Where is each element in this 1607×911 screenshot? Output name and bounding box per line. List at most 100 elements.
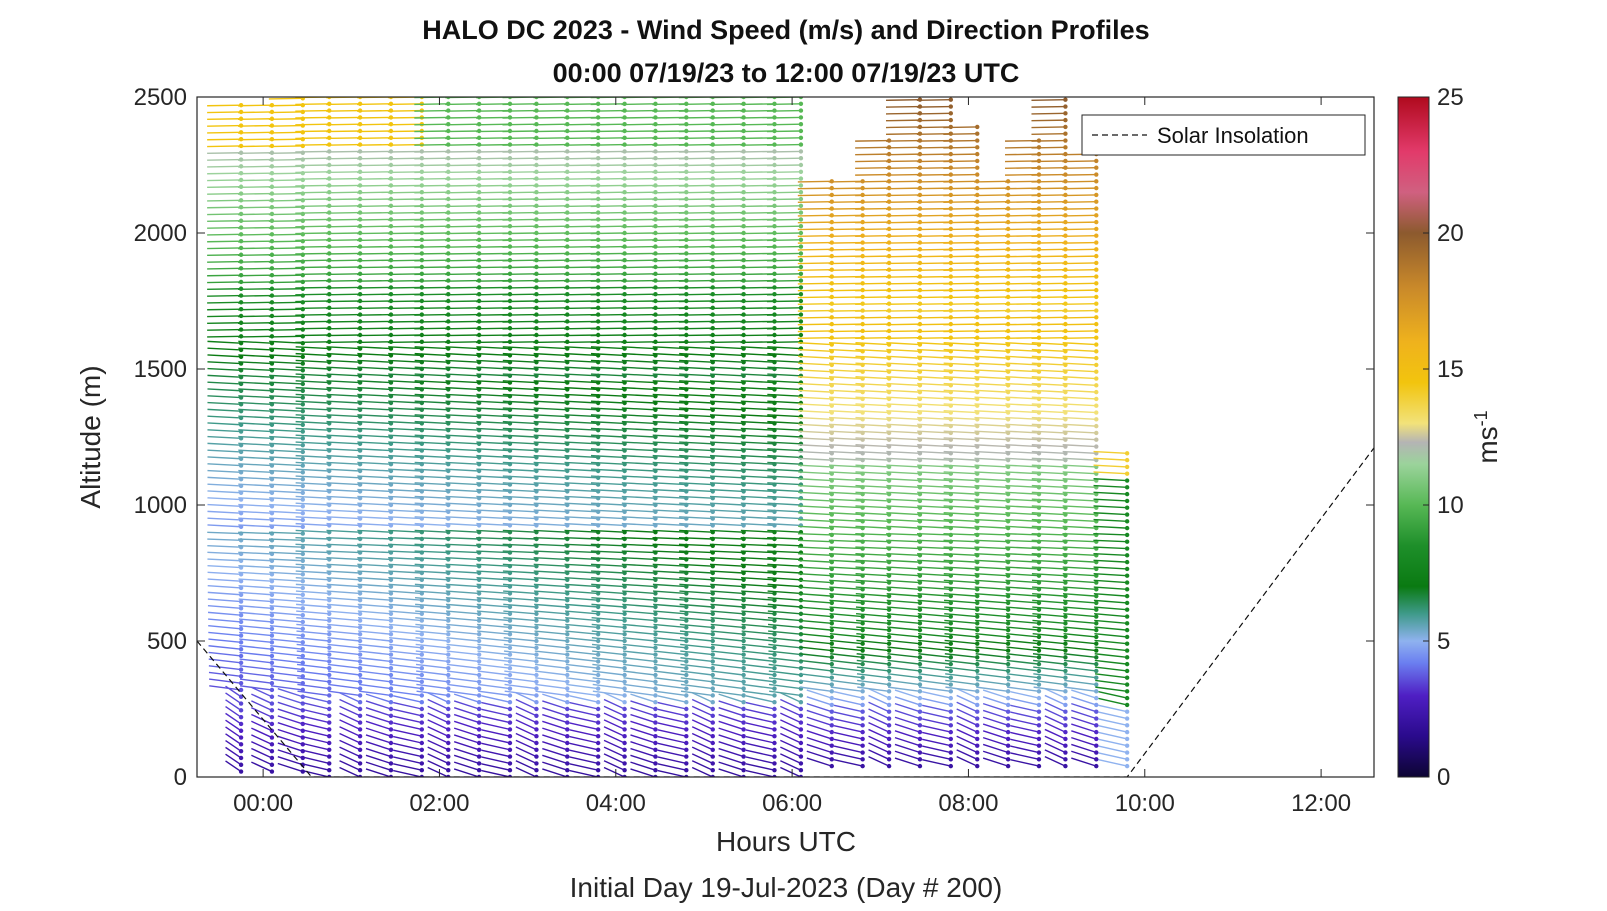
wind-barb-point: [476, 645, 482, 650]
wind-barb-stem: [678, 157, 713, 160]
wind-barb-point: [507, 645, 513, 650]
wind-barb-point: [419, 672, 425, 678]
wind-barb-stem: [797, 262, 832, 265]
wind-barb-stem: [414, 177, 449, 180]
wind-barb-stem: [295, 352, 330, 357]
wind-barb-stem: [295, 550, 330, 554]
wind-barb-point: [595, 706, 601, 712]
wind-barb-stem: [533, 273, 568, 276]
wind-barb-point: [741, 693, 746, 698]
wind-barb-stem: [590, 205, 625, 208]
wind-barb-stem: [356, 191, 391, 194]
wind-barb-point: [829, 702, 834, 708]
wind-barb-stem: [415, 617, 449, 622]
wind-barb-stem: [208, 638, 242, 644]
wind-barb-stem: [414, 407, 449, 411]
wind-barb-stem: [415, 663, 449, 669]
wind-barb-point: [948, 104, 954, 109]
wind-barb-stem: [590, 320, 625, 323]
wind-barb-point: [300, 395, 305, 400]
wind-barb-point: [269, 599, 275, 604]
wind-barb-point: [772, 638, 777, 644]
wind-barb-stem: [885, 194, 920, 197]
wind-barb-point: [419, 625, 425, 630]
wind-barb-stem: [207, 538, 242, 542]
wind-barb-stem: [414, 211, 449, 214]
wind-barb-point: [595, 672, 601, 678]
wind-barb-point: [269, 660, 275, 665]
wind-barb-stem: [797, 303, 832, 306]
wind-barb-stem: [356, 225, 391, 228]
wind-barb-point: [829, 750, 834, 755]
wind-barb-stem: [295, 386, 330, 391]
wind-barb-stem: [365, 693, 392, 703]
wind-barb-stem: [621, 109, 656, 112]
wind-barb-point: [798, 312, 804, 317]
wind-barb-point: [388, 659, 394, 664]
wind-barb-stem: [357, 359, 391, 363]
wind-barb-stem: [797, 214, 832, 217]
wind-barb-point: [357, 611, 363, 616]
wind-barb-point: [622, 754, 627, 759]
wind-barb-stem: [207, 598, 242, 603]
wind-barb-point: [534, 720, 539, 725]
wind-barb-stem: [251, 747, 273, 759]
wind-barb-stem: [269, 463, 303, 467]
wind-barb-point: [388, 740, 394, 746]
wind-barb-point: [622, 652, 627, 657]
wind-barb-stem: [238, 442, 272, 446]
wind-barb-stem: [502, 198, 537, 201]
wind-barb-point: [419, 693, 425, 698]
wind-barb-stem: [326, 103, 361, 106]
wind-barb-stem: [327, 650, 361, 656]
wind-barb-point: [238, 585, 244, 591]
wind-barb-point: [798, 727, 804, 732]
wind-barb-stem: [855, 201, 890, 204]
wind-barb-stem: [237, 308, 272, 311]
wind-barb-point: [595, 659, 601, 664]
wind-barb-stem: [295, 198, 330, 201]
wind-barb-point: [565, 632, 570, 637]
wind-barb-point: [476, 734, 482, 739]
wind-barb-stem: [766, 157, 801, 160]
wind-barb-stem: [328, 690, 361, 697]
wind-barb-stem: [237, 226, 272, 229]
wind-barb-stem: [414, 352, 449, 357]
wind-barb-stem: [269, 517, 303, 521]
wind-barb-point: [269, 626, 275, 631]
wind-barb-point: [419, 706, 425, 712]
wind-barb-stem: [502, 184, 537, 187]
wind-barb-stem: [237, 145, 272, 148]
wind-barb-point: [710, 727, 715, 732]
wind-barb-stem: [766, 239, 801, 242]
wind-barb-stem: [326, 380, 361, 384]
wind-barb-point: [507, 761, 513, 766]
wind-barb-stem: [327, 637, 361, 642]
wind-barb-point: [886, 621, 892, 626]
wind-barb-point: [300, 524, 305, 529]
wind-barb-stem: [797, 207, 832, 210]
wind-barb-stem: [339, 760, 361, 771]
wind-barb-stem: [326, 454, 361, 459]
wind-barb-point: [798, 285, 804, 290]
wind-barb-stem: [709, 286, 744, 289]
wind-barb-stem: [393, 715, 422, 724]
wind-barb-stem: [414, 293, 449, 296]
wind-barb-point: [653, 659, 658, 664]
wind-barb-stem: [358, 630, 392, 635]
wind-barb-stem: [621, 143, 656, 146]
wind-barb-stem: [295, 341, 330, 344]
wind-barb-stem: [709, 341, 744, 344]
wind-barb-point: [798, 210, 804, 215]
wind-barb-stem: [237, 131, 272, 134]
wind-barb-point: [653, 740, 658, 746]
wind-barb-point: [798, 271, 804, 276]
wind-barb-stem: [678, 341, 713, 344]
wind-barb-stem: [207, 585, 242, 589]
wind-barb-point: [300, 436, 305, 441]
wind-barb-point: [327, 720, 332, 725]
wind-barb-point: [798, 319, 804, 324]
wind-barb-point: [238, 714, 244, 720]
wind-barb-stem: [766, 313, 801, 316]
wind-barb-stem: [414, 380, 449, 384]
